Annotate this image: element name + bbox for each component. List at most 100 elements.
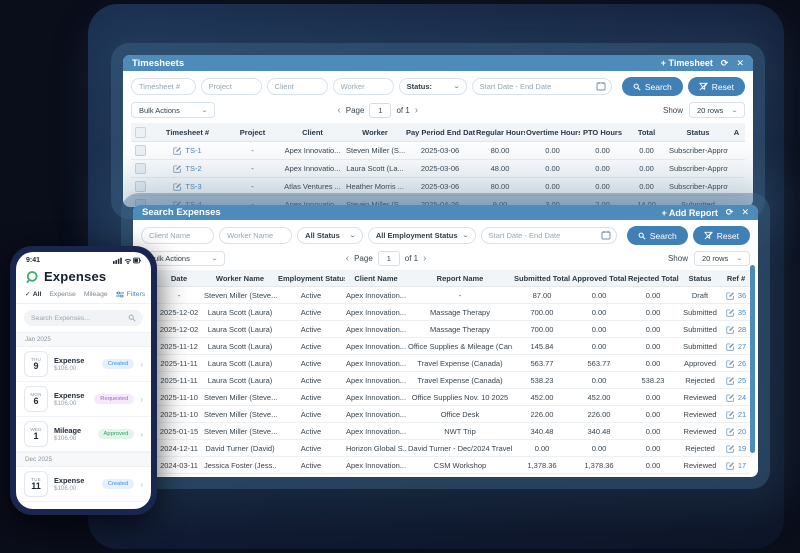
list-item[interactable]: MON 6 Expense $106.00 Requested › [16, 382, 151, 417]
timesheet-link[interactable]: TS-2 [150, 164, 225, 173]
prev-page-arrow[interactable]: ‹ [337, 104, 341, 116]
column-header[interactable]: Employment Status [278, 273, 345, 283]
column-header[interactable]: Date [170, 273, 188, 283]
table-scrollbar[interactable] [750, 265, 755, 453]
worker-input[interactable] [332, 78, 394, 95]
select-all-checkbox[interactable] [135, 126, 146, 138]
table-row[interactable]: TS-2 - Apex Innovatio... Laura Scott (La… [131, 160, 745, 178]
table-row[interactable]: 2025-01-15 Steven Miller (Steve... Activ… [141, 423, 750, 440]
column-header[interactable]: Pay Period End Date [406, 127, 475, 137]
column-header[interactable]: Overtime Hours [526, 127, 580, 137]
next-page-arrow[interactable]: › [423, 253, 427, 264]
ref-link[interactable]: 17 [721, 461, 751, 470]
table-row[interactable]: 2025-12-02 Laura Scott (Laura) Active Ap… [141, 304, 750, 321]
current-page-box[interactable]: 1 [377, 251, 400, 266]
table-row[interactable]: 2025-11-12 Laura Scott (Laura) Active Ap… [141, 338, 750, 355]
client-input[interactable] [266, 78, 328, 95]
rows-per-page-select[interactable]: 20 rows ⌄ [693, 251, 750, 266]
table-row[interactable]: 2025-11-11 Laura Scott (Laura) Active Ap… [141, 372, 750, 389]
tab-expense[interactable]: Expense [49, 290, 76, 298]
add-report-button[interactable]: + Add Report [661, 207, 718, 218]
search-button[interactable]: Search [626, 226, 688, 245]
table-row[interactable]: 2025-11-11 Laura Scott (Laura) Active Ap… [141, 355, 750, 372]
tab-mileage[interactable]: Mileage [83, 290, 108, 298]
employment-status-select[interactable]: All Employment Status ⌄ [367, 227, 476, 244]
table-row[interactable]: 2024-03-11 Jessica Foster (Jess... Activ… [141, 457, 750, 474]
row-checkbox[interactable] [135, 145, 146, 156]
row-checkbox[interactable] [135, 181, 146, 192]
filters-button[interactable]: Filters [115, 291, 145, 298]
column-header[interactable]: PTO Hours [582, 127, 623, 137]
refresh-icon[interactable]: ⟳ [720, 57, 729, 68]
column-header[interactable]: Status [686, 127, 710, 137]
column-header[interactable]: Rejected Total [628, 273, 679, 283]
ref-link[interactable]: 35 [721, 308, 751, 317]
table-row[interactable]: TS-3 - Atlas Ventures ... Heather Morris… [131, 178, 745, 196]
bulk-actions-select[interactable]: Bulk Actions ⌄ [131, 102, 215, 118]
reset-button[interactable]: Reset [692, 226, 750, 245]
list-item[interactable]: THU 9 Expense $106.00 Created › [16, 347, 151, 382]
column-header[interactable]: Regular Hours [476, 127, 525, 137]
row-checkbox[interactable] [135, 199, 146, 207]
column-header[interactable]: Ref # [726, 273, 746, 283]
ref-link[interactable]: 28 [721, 325, 751, 334]
column-header[interactable]: Approved Total [572, 273, 627, 283]
column-header[interactable]: A [733, 127, 740, 137]
ref-link[interactable]: 25 [721, 376, 751, 385]
list-item[interactable]: WED 1 Mileage $106.00 Approved › [16, 417, 151, 452]
table-row[interactable]: TS-4 - Apex Innovatio... Steven Miller (… [131, 196, 745, 207]
column-header[interactable]: Client [302, 127, 323, 137]
client-name-input[interactable] [141, 227, 215, 244]
date-range-input[interactable] [480, 227, 617, 244]
close-icon[interactable]: ✕ [741, 207, 749, 217]
project-input[interactable] [200, 78, 262, 95]
refresh-icon[interactable]: ⟳ [725, 207, 734, 217]
table-row[interactable]: - Steven Miller (Steve... Active Apex In… [141, 287, 750, 304]
list-item[interactable]: TUE 11 Expense $106.00 Created › [16, 467, 151, 502]
current-page-box[interactable]: 1 [369, 102, 392, 118]
timesheet-link[interactable]: TS-4 [150, 200, 225, 207]
status-select[interactable]: Status: ⌄ [398, 78, 467, 95]
row-checkbox[interactable] [135, 163, 146, 174]
close-icon[interactable]: ✕ [736, 57, 744, 68]
column-header[interactable]: Worker Name [215, 273, 265, 283]
timesheet-link[interactable]: TS-1 [150, 146, 225, 155]
date-range-field[interactable] [471, 78, 612, 95]
prev-page-arrow[interactable]: ‹ [345, 253, 350, 264]
ref-link[interactable]: 24 [721, 393, 751, 402]
ref-link[interactable]: 19 [721, 444, 751, 453]
date-range-input[interactable] [471, 78, 612, 95]
column-header[interactable]: Total [637, 127, 656, 137]
table-row[interactable]: TS-1 - Apex Innovatio... Steven Miller (… [131, 142, 745, 160]
ref-link[interactable]: 26 [721, 359, 751, 368]
timesheet-number-input[interactable] [131, 78, 196, 95]
calendar-icon[interactable] [601, 230, 611, 240]
reset-button[interactable]: Reset [687, 77, 745, 96]
column-header[interactable]: Project [239, 127, 266, 137]
ref-link[interactable]: 20 [721, 427, 751, 436]
table-row[interactable]: 2025-11-10 Steven Miller (Steve... Activ… [141, 406, 750, 423]
column-header[interactable]: Submitted Total [514, 273, 571, 283]
timesheet-link[interactable]: TS-3 [150, 182, 225, 191]
ref-link[interactable]: 36 [721, 291, 751, 300]
search-button[interactable]: Search [621, 77, 683, 96]
ref-link[interactable]: 21 [721, 410, 751, 419]
table-row[interactable]: 2025-11-10 Steven Miller (Steve... Activ… [141, 389, 750, 406]
column-header[interactable]: Report Name [436, 273, 484, 283]
rows-per-page-select[interactable]: 20 rows ⌄ [689, 102, 745, 118]
table-row[interactable]: 2025-12-02 Laura Scott (Laura) Active Ap… [141, 321, 750, 338]
ref-link[interactable]: 27 [721, 342, 751, 351]
table-row[interactable]: 2024-11-27 Brian Evans (Brian) Active Ap… [141, 474, 750, 477]
column-header[interactable]: Worker [362, 127, 388, 137]
column-header[interactable]: Client Name [354, 273, 398, 283]
phone-search-input[interactable]: Search Expenses... [24, 310, 143, 326]
add-timesheet-button[interactable]: + Timesheet [660, 58, 713, 68]
column-header[interactable]: Timesheet # [165, 127, 210, 137]
table-row[interactable]: 2024-12-11 David Turner (David) Active H… [141, 440, 750, 457]
tab-all[interactable]: ✓ All [25, 290, 42, 299]
next-page-arrow[interactable]: › [414, 104, 419, 116]
column-header[interactable]: Status [688, 273, 712, 283]
date-range-field[interactable] [480, 227, 617, 244]
calendar-icon[interactable] [596, 81, 606, 91]
status-select[interactable]: All Status ⌄ [297, 227, 363, 244]
